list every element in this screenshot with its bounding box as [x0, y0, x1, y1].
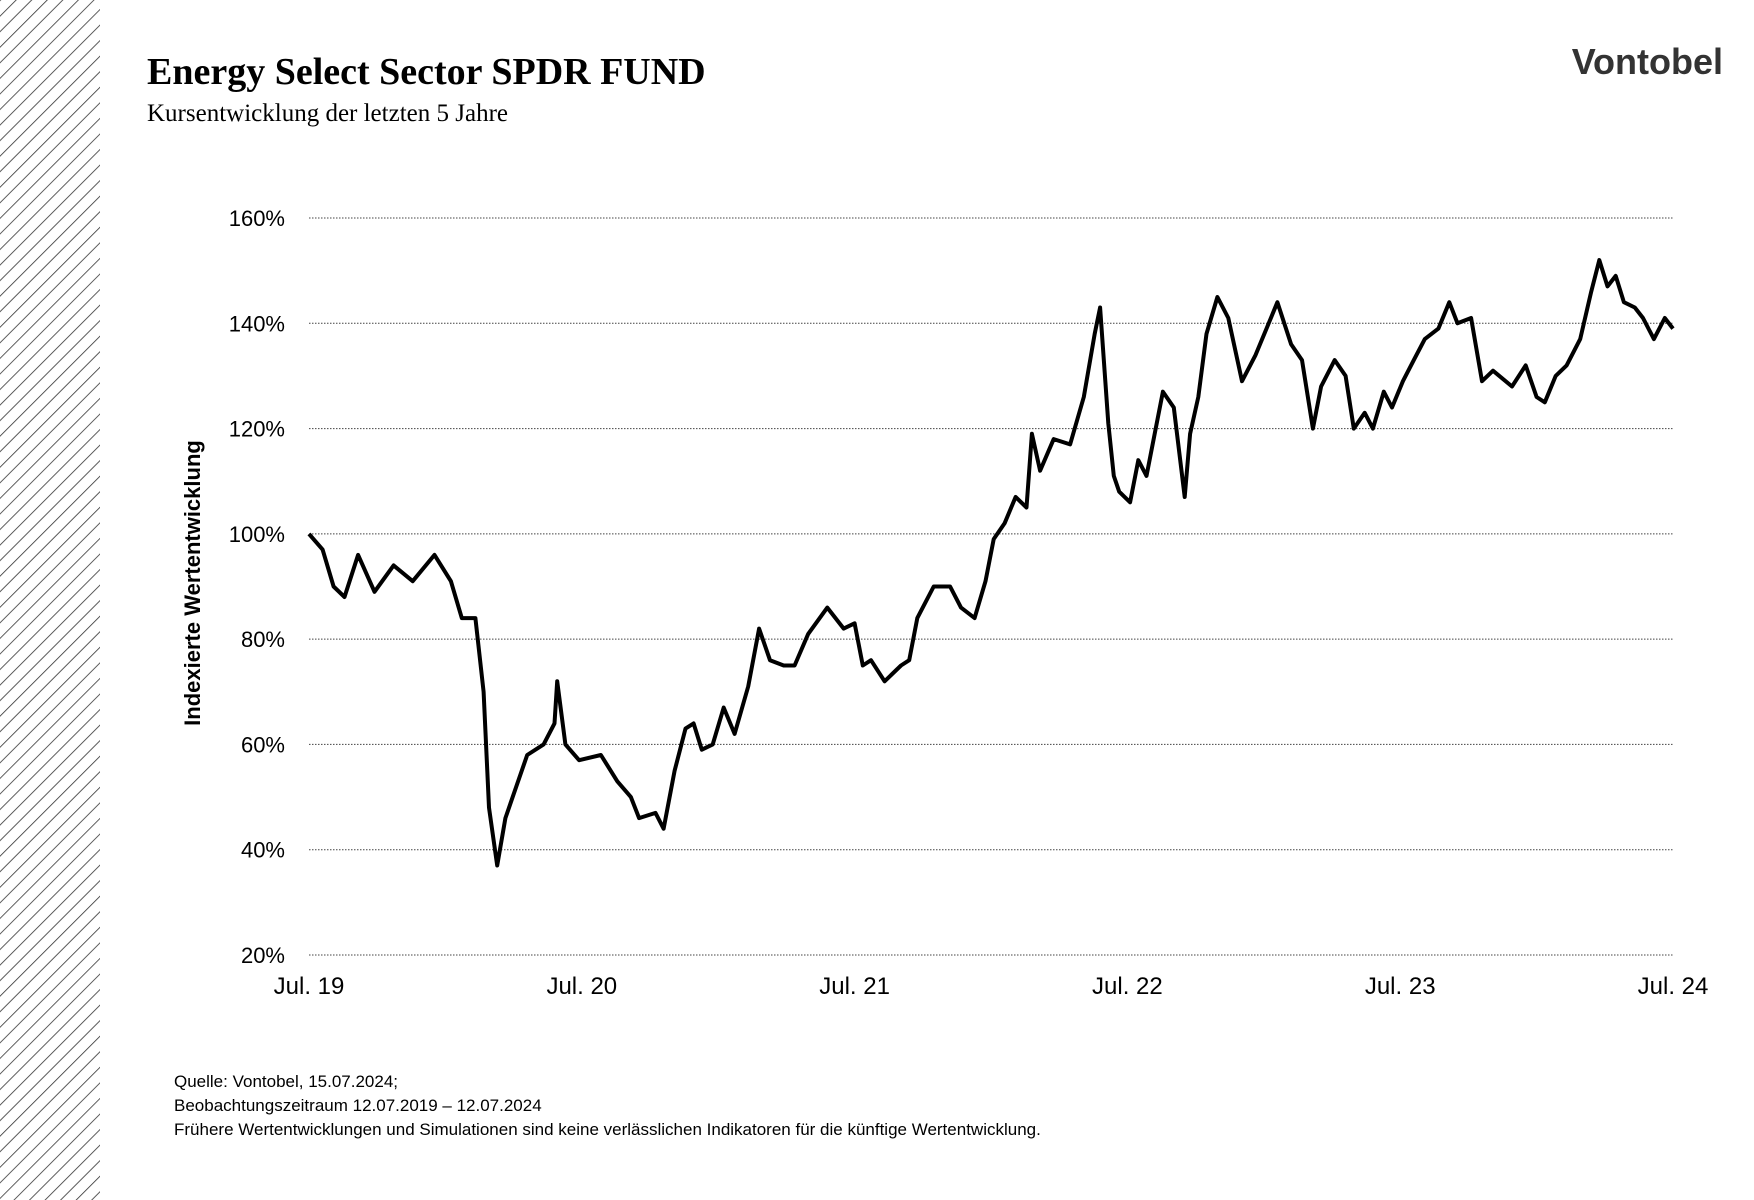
y-tick-label: 80%: [241, 627, 285, 652]
y-tick-label: 140%: [229, 311, 285, 336]
y-tick-label: 120%: [229, 417, 285, 442]
x-tick-label: Jul. 21: [819, 973, 890, 1000]
y-tick-label: 40%: [241, 838, 285, 863]
x-tick-label: Jul. 24: [1638, 973, 1709, 1000]
x-tick-label: Jul. 23: [1365, 973, 1436, 1000]
y-tick-label: 20%: [241, 943, 285, 968]
brand-logo: Vontobel: [1572, 41, 1723, 82]
footnote: Frühere Wertentwicklungen und Simulation…: [174, 1120, 1041, 1139]
chart-subtitle: Kursentwicklung der letzten 5 Jahre: [147, 100, 508, 127]
x-tick-label: Jul. 22: [1092, 973, 1163, 1000]
y-axis-label: Indexierte Wertentwicklung: [180, 440, 205, 726]
x-tick-label: Jul. 20: [546, 973, 617, 1000]
footnote: Quelle: Vontobel, 15.07.2024;: [174, 1072, 398, 1091]
y-tick-label: 160%: [229, 206, 285, 231]
price-line: [307, 258, 1675, 868]
y-tick-label: 100%: [229, 522, 285, 547]
hatched-strip: [0, 0, 100, 1200]
y-tick-label: 60%: [241, 732, 285, 757]
chart-title: Energy Select Sector SPDR FUND: [147, 51, 706, 93]
footnote: Beobachtungszeitraum 12.07.2019 – 12.07.…: [174, 1096, 542, 1115]
x-tick-label: Jul. 19: [274, 973, 345, 1000]
